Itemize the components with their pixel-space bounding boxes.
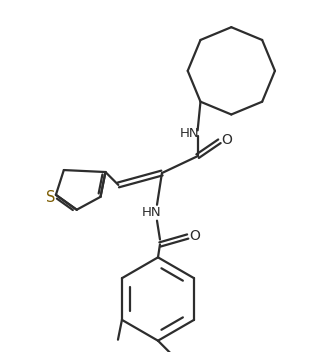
Text: O: O <box>221 133 232 147</box>
Text: HN: HN <box>142 206 162 219</box>
Text: O: O <box>189 228 200 243</box>
Text: S: S <box>46 190 56 205</box>
Text: HN: HN <box>180 127 199 140</box>
